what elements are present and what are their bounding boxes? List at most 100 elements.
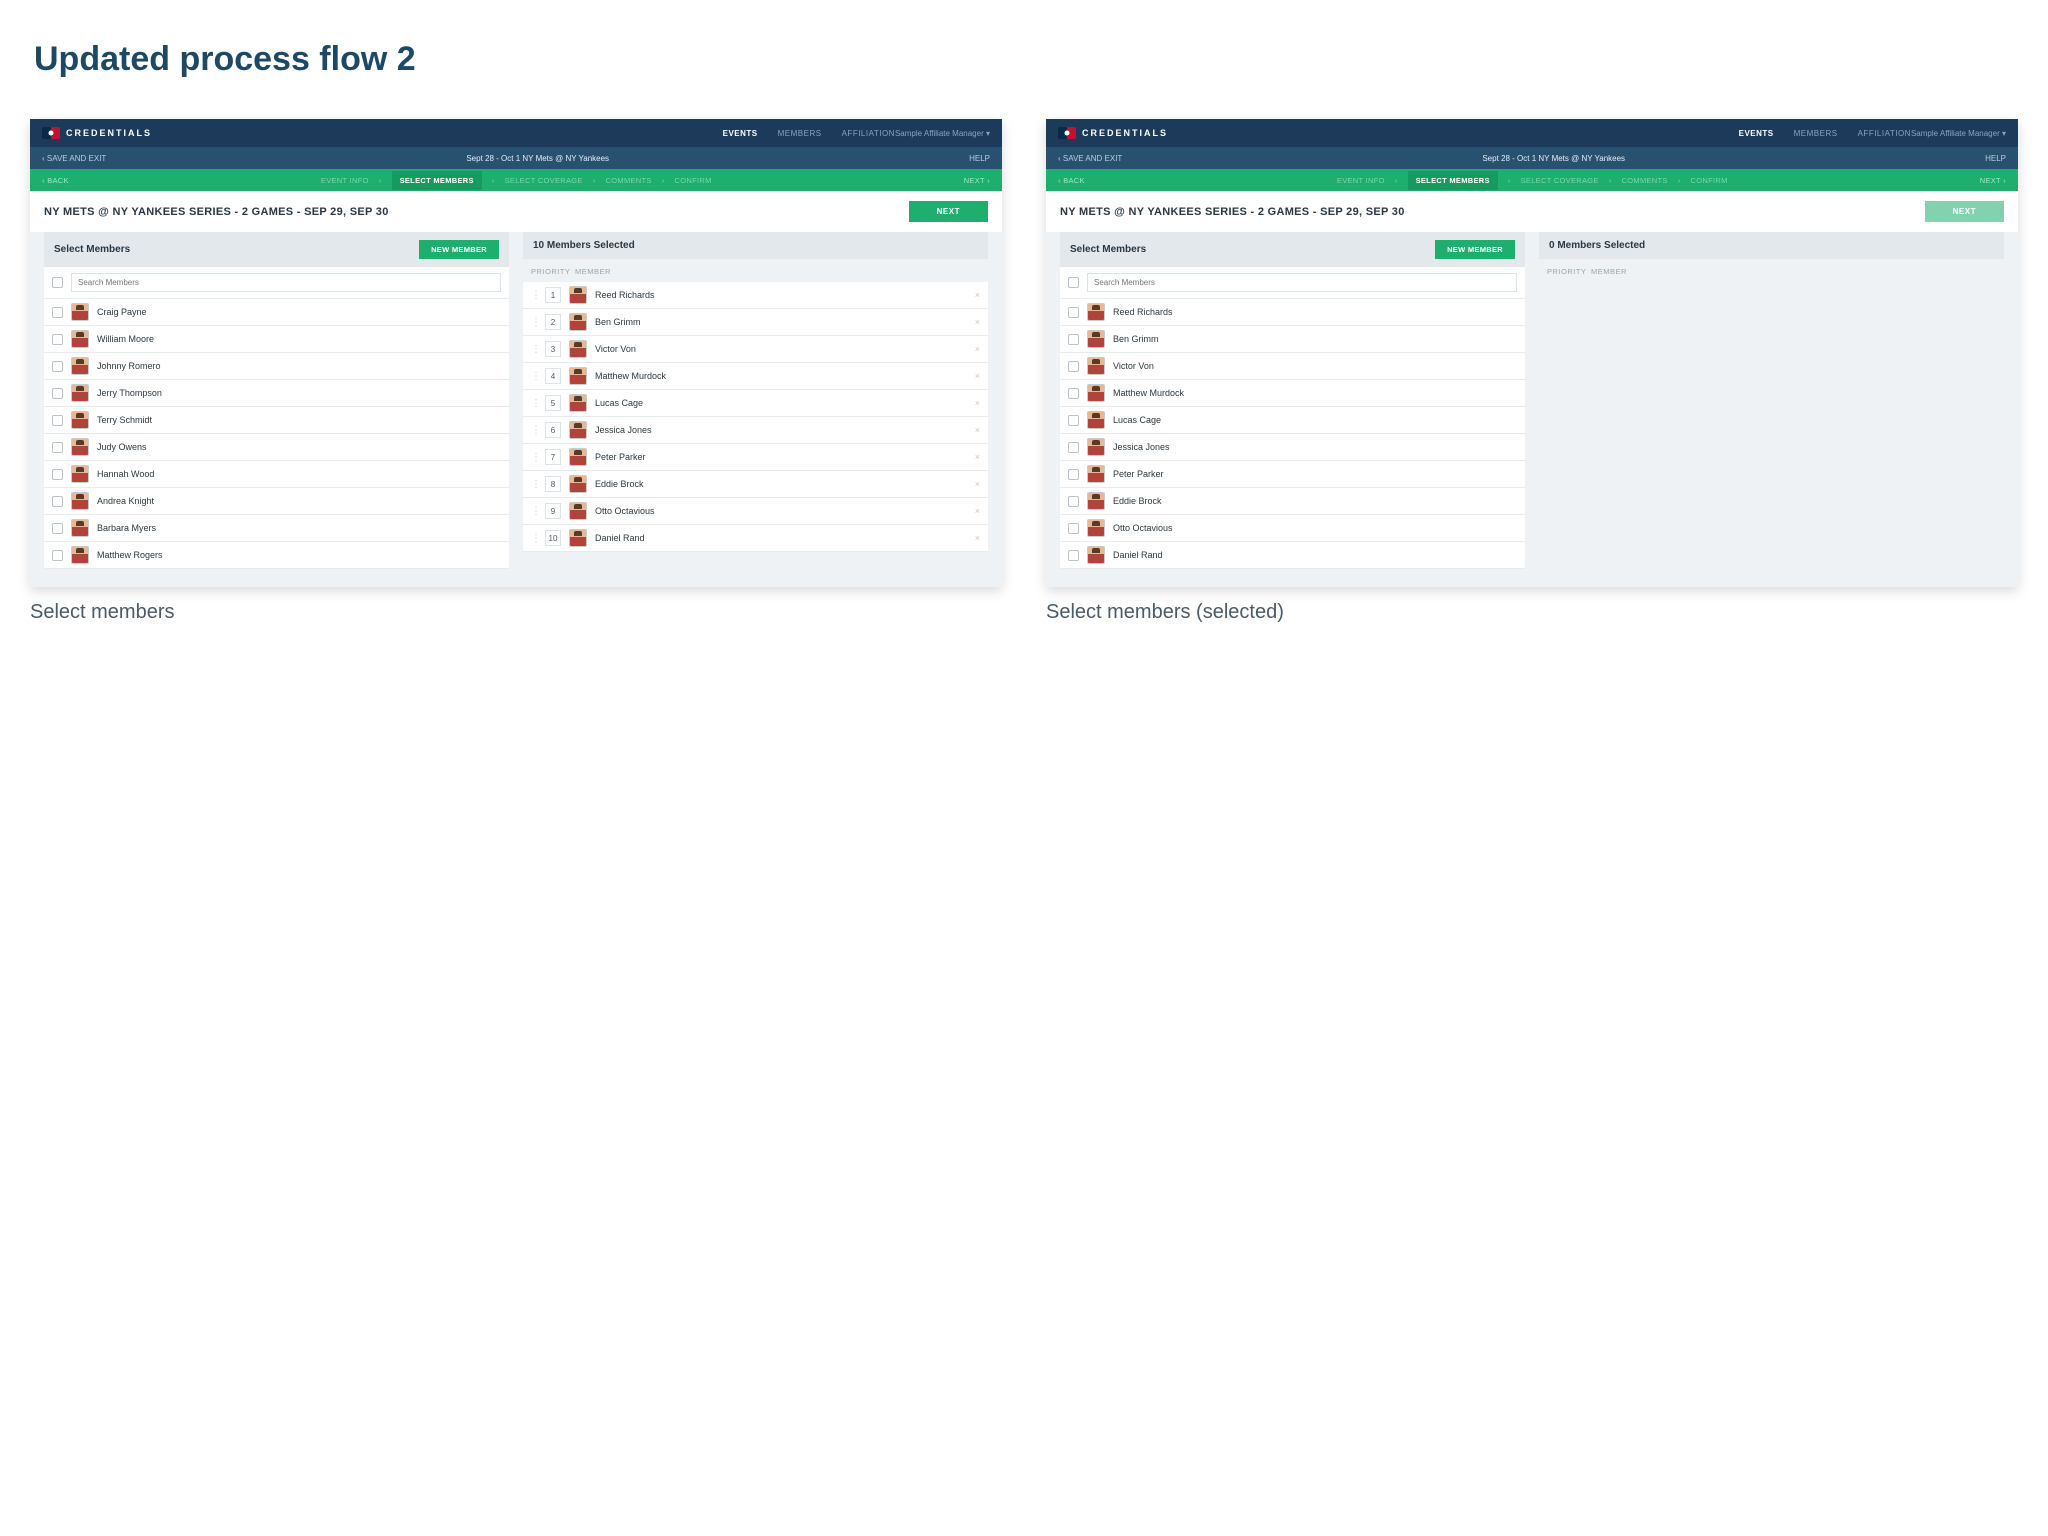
member-checkbox[interactable] — [52, 415, 63, 426]
step-next-link[interactable]: NEXT — [1980, 176, 2006, 185]
drag-handle-icon[interactable] — [531, 290, 537, 301]
step-back-link[interactable]: BACK — [42, 176, 69, 185]
remove-icon[interactable] — [975, 479, 980, 489]
member-checkbox[interactable] — [52, 496, 63, 507]
selected-row[interactable]: 9 Otto Octavious — [523, 498, 988, 525]
drag-handle-icon[interactable] — [531, 425, 537, 436]
member-row[interactable]: Daniel Rand — [1060, 542, 1525, 569]
drag-handle-icon[interactable] — [531, 398, 537, 409]
step-item[interactable]: CONFIRM — [1691, 176, 1728, 185]
member-row[interactable]: Johnny Romero — [44, 353, 509, 380]
remove-icon[interactable] — [975, 398, 980, 408]
member-row[interactable]: Otto Octavious — [1060, 515, 1525, 542]
member-checkbox[interactable] — [1068, 415, 1079, 426]
member-checkbox[interactable] — [1068, 442, 1079, 453]
user-menu[interactable]: Sample Affiliate Manager — [895, 129, 990, 138]
member-checkbox[interactable] — [52, 550, 63, 561]
next-button[interactable]: NEXT — [1925, 201, 2004, 222]
member-checkbox[interactable] — [1068, 469, 1079, 480]
member-row[interactable]: Victor Von — [1060, 353, 1525, 380]
remove-icon[interactable] — [975, 425, 980, 435]
selected-row[interactable]: 4 Matthew Murdock — [523, 363, 988, 390]
member-row[interactable]: Lucas Cage — [1060, 407, 1525, 434]
save-exit-link[interactable]: SAVE AND EXIT — [42, 154, 106, 163]
member-row[interactable]: Judy Owens — [44, 434, 509, 461]
new-member-button[interactable]: NEW MEMBER — [1435, 240, 1515, 259]
select-all-checkbox[interactable] — [52, 277, 63, 288]
topnav-item[interactable]: EVENTS — [723, 129, 758, 138]
step-item[interactable]: CONFIRM — [675, 176, 712, 185]
topnav-item[interactable]: AFFILIATION — [1858, 129, 1911, 138]
topnav-item[interactable]: EVENTS — [1739, 129, 1774, 138]
member-row[interactable]: Jerry Thompson — [44, 380, 509, 407]
selected-row[interactable]: 10 Daniel Rand — [523, 525, 988, 552]
user-menu[interactable]: Sample Affiliate Manager — [1911, 129, 2006, 138]
topnav-item[interactable]: MEMBERS — [1794, 129, 1838, 138]
select-all-checkbox[interactable] — [1068, 277, 1079, 288]
remove-icon[interactable] — [975, 452, 980, 462]
selected-row[interactable]: 1 Reed Richards — [523, 282, 988, 309]
selected-row[interactable]: 5 Lucas Cage — [523, 390, 988, 417]
member-checkbox[interactable] — [1068, 334, 1079, 345]
member-row[interactable]: Craig Payne — [44, 299, 509, 326]
drag-handle-icon[interactable] — [531, 344, 537, 355]
member-row[interactable]: Reed Richards — [1060, 299, 1525, 326]
help-link[interactable]: HELP — [969, 154, 990, 163]
member-checkbox[interactable] — [1068, 496, 1079, 507]
member-row[interactable]: Jessica Jones — [1060, 434, 1525, 461]
step-item[interactable]: SELECT MEMBERS — [392, 171, 482, 190]
member-checkbox[interactable] — [52, 523, 63, 534]
selected-row[interactable]: 6 Jessica Jones — [523, 417, 988, 444]
next-button[interactable]: NEXT — [909, 201, 988, 222]
member-row[interactable]: Eddie Brock — [1060, 488, 1525, 515]
remove-icon[interactable] — [975, 290, 980, 300]
step-next-link[interactable]: NEXT — [964, 176, 990, 185]
topnav-item[interactable]: AFFILIATION — [842, 129, 895, 138]
member-checkbox[interactable] — [1068, 361, 1079, 372]
step-back-link[interactable]: BACK — [1058, 176, 1085, 185]
member-row[interactable]: Peter Parker — [1060, 461, 1525, 488]
member-checkbox[interactable] — [52, 361, 63, 372]
member-row[interactable]: William Moore — [44, 326, 509, 353]
save-exit-link[interactable]: SAVE AND EXIT — [1058, 154, 1122, 163]
member-checkbox[interactable] — [1068, 388, 1079, 399]
member-checkbox[interactable] — [52, 307, 63, 318]
remove-icon[interactable] — [975, 506, 980, 516]
member-checkbox[interactable] — [1068, 307, 1079, 318]
drag-handle-icon[interactable] — [531, 371, 537, 382]
search-input[interactable] — [1087, 273, 1517, 292]
topnav-item[interactable]: MEMBERS — [778, 129, 822, 138]
remove-icon[interactable] — [975, 317, 980, 327]
member-checkbox[interactable] — [52, 388, 63, 399]
member-row[interactable]: Andrea Knight — [44, 488, 509, 515]
remove-icon[interactable] — [975, 344, 980, 354]
step-item[interactable]: COMMENTS — [606, 176, 652, 185]
drag-handle-icon[interactable] — [531, 533, 537, 544]
step-item[interactable]: COMMENTS — [1622, 176, 1668, 185]
member-row[interactable]: Hannah Wood — [44, 461, 509, 488]
member-checkbox[interactable] — [52, 442, 63, 453]
member-checkbox[interactable] — [52, 469, 63, 480]
step-item[interactable]: EVENT INFO — [321, 176, 369, 185]
member-checkbox[interactable] — [1068, 550, 1079, 561]
drag-handle-icon[interactable] — [531, 506, 537, 517]
search-input[interactable] — [71, 273, 501, 292]
remove-icon[interactable] — [975, 371, 980, 381]
drag-handle-icon[interactable] — [531, 452, 537, 463]
selected-row[interactable]: 8 Eddie Brock — [523, 471, 988, 498]
member-row[interactable]: Matthew Murdock — [1060, 380, 1525, 407]
selected-row[interactable]: 2 Ben Grimm — [523, 309, 988, 336]
member-row[interactable]: Ben Grimm — [1060, 326, 1525, 353]
member-checkbox[interactable] — [52, 334, 63, 345]
member-row[interactable]: Terry Schmidt — [44, 407, 509, 434]
drag-handle-icon[interactable] — [531, 479, 537, 490]
remove-icon[interactable] — [975, 533, 980, 543]
member-checkbox[interactable] — [1068, 523, 1079, 534]
member-row[interactable]: Barbara Myers — [44, 515, 509, 542]
step-item[interactable]: SELECT COVERAGE — [1521, 176, 1599, 185]
selected-row[interactable]: 3 Victor Von — [523, 336, 988, 363]
new-member-button[interactable]: NEW MEMBER — [419, 240, 499, 259]
drag-handle-icon[interactable] — [531, 317, 537, 328]
step-item[interactable]: SELECT MEMBERS — [1408, 171, 1498, 190]
step-item[interactable]: EVENT INFO — [1337, 176, 1385, 185]
